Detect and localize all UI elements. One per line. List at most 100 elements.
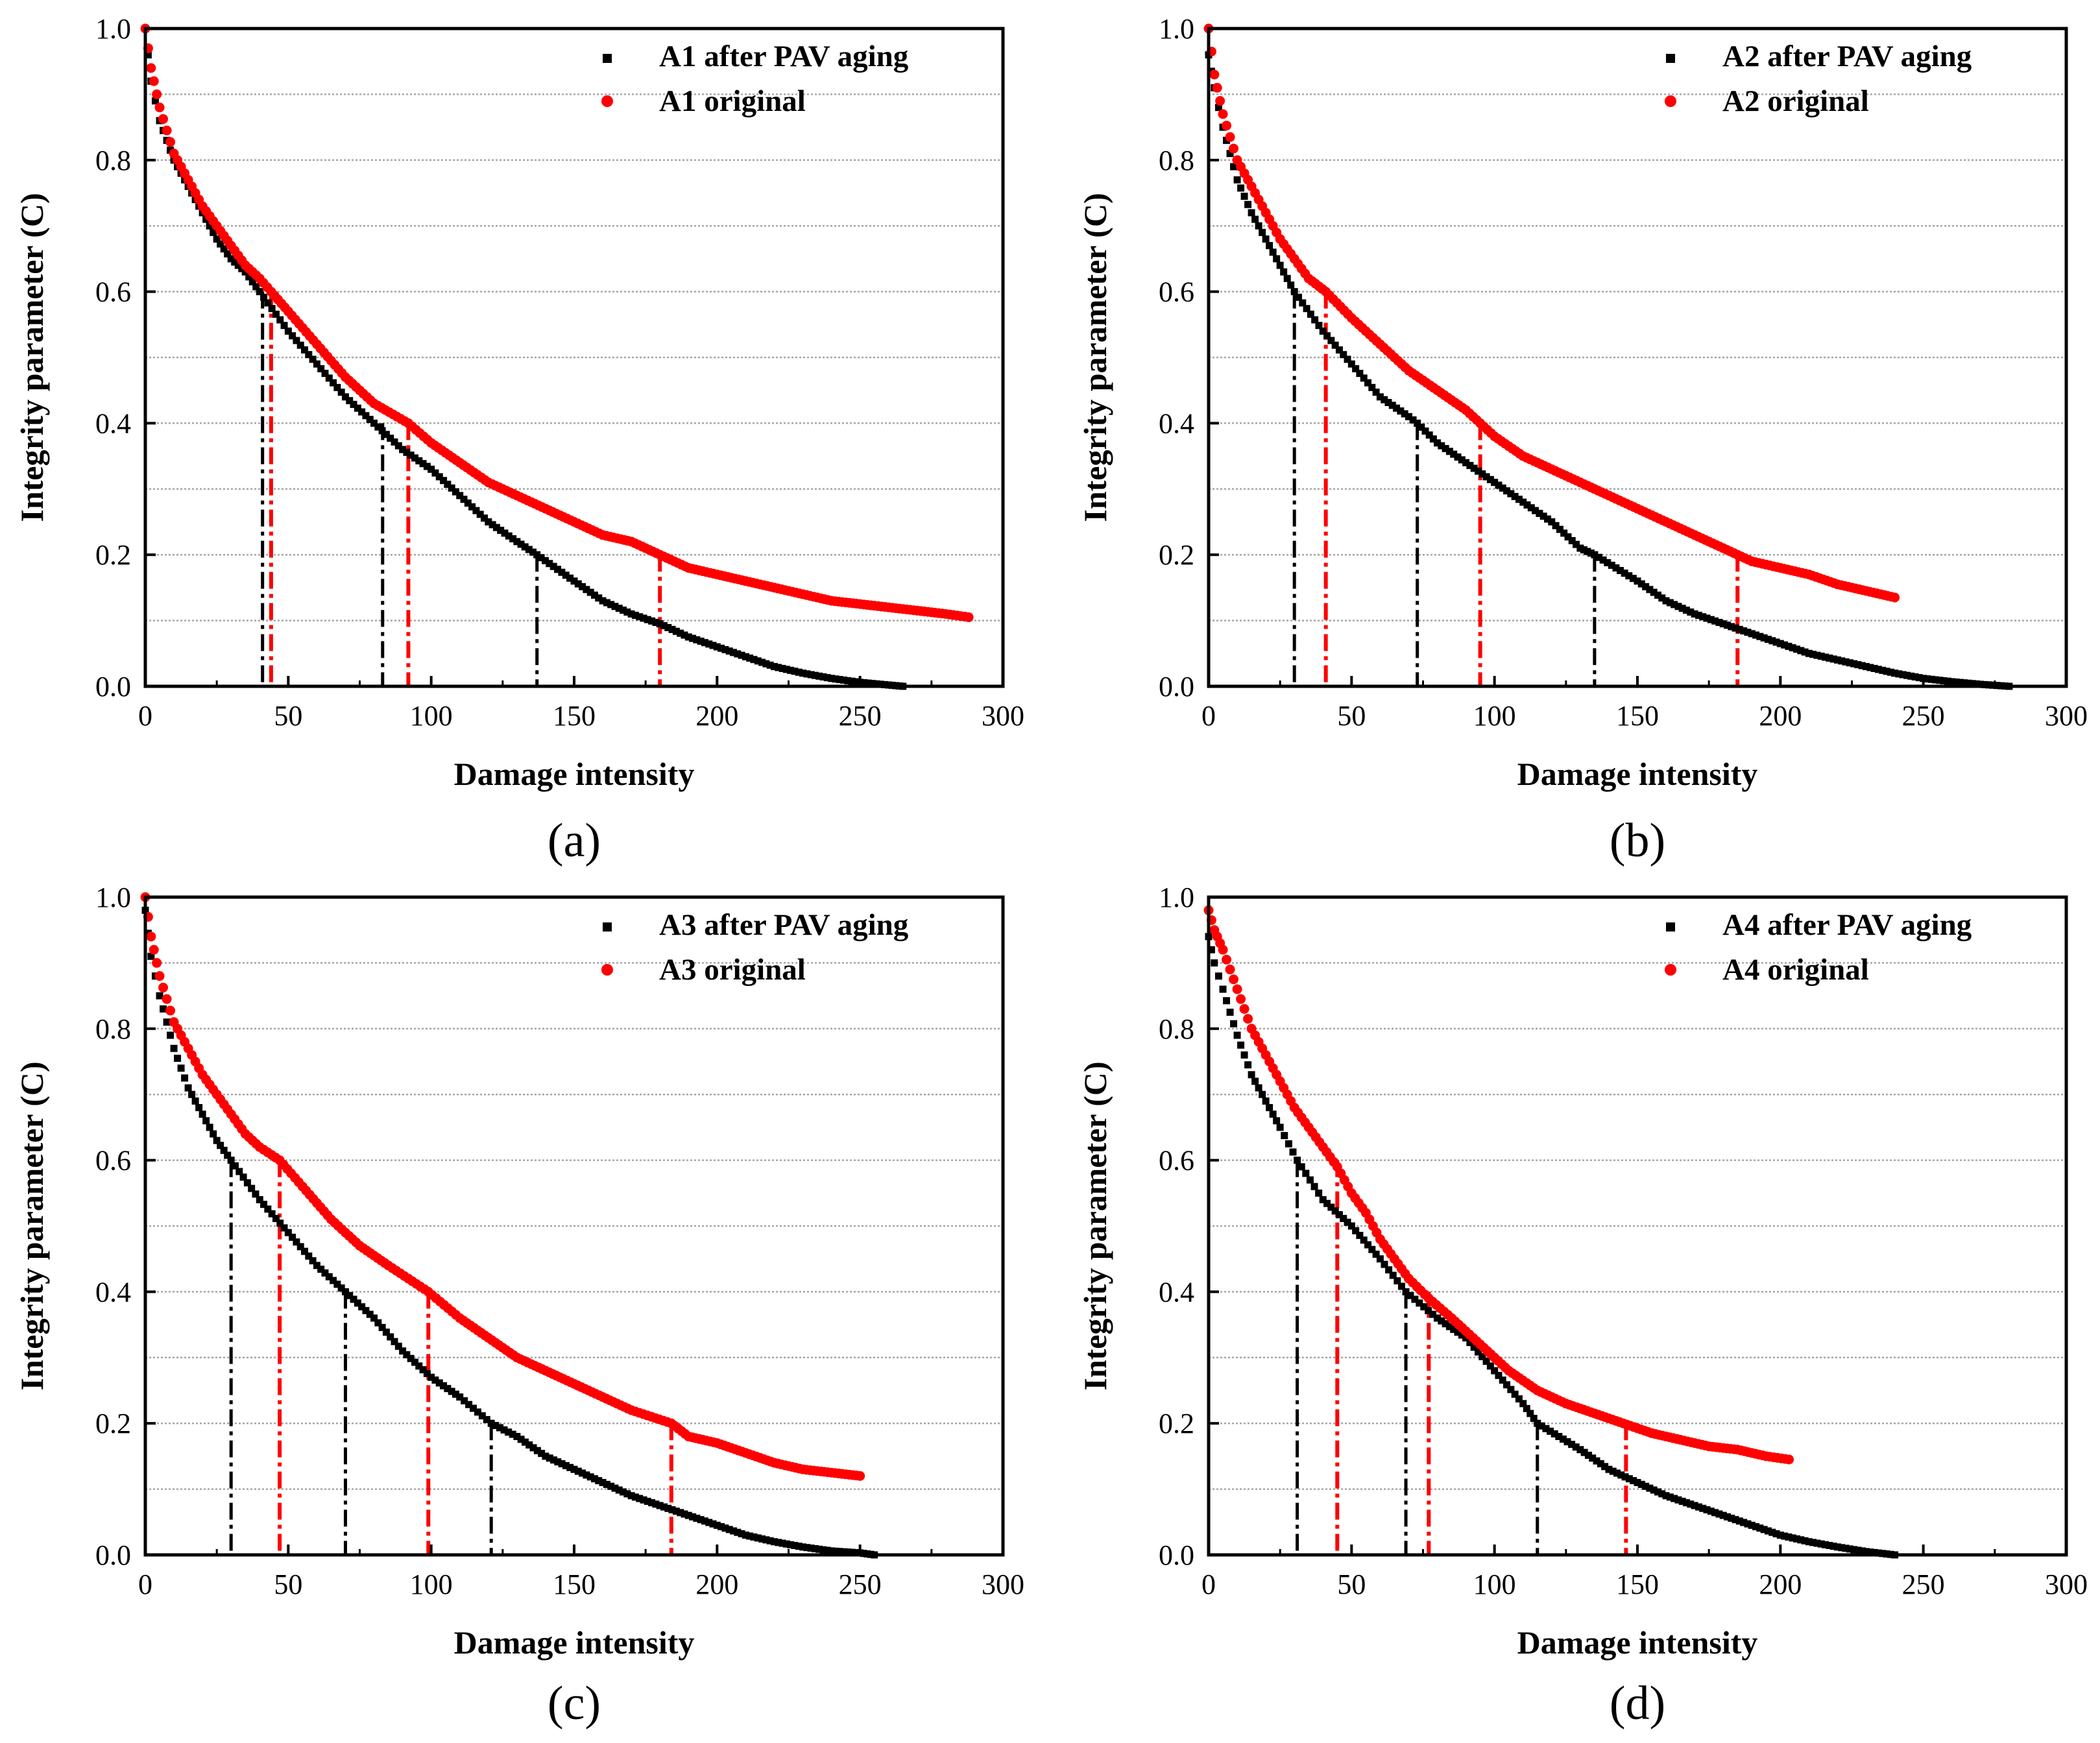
original-data-point [1212, 82, 1222, 93]
aged-data-point [276, 316, 284, 324]
aged-data-point [807, 1545, 815, 1552]
aged-data-point [1981, 680, 1988, 688]
aged-data-point [823, 1546, 831, 1554]
aged-data-point [1442, 1320, 1449, 1328]
aged-data-point [264, 299, 272, 307]
aged-data-point [1340, 351, 1347, 359]
aged-data-point [440, 477, 448, 485]
aged-data-point [1728, 1515, 1735, 1522]
aged-data-point [1866, 1548, 1874, 1556]
aged-data-point [1879, 666, 1887, 674]
aged-data-point [1259, 1090, 1266, 1098]
aged-data-point [260, 1201, 268, 1208]
y-tick-label: 0.2 [1159, 1408, 1194, 1439]
aged-data-point [1723, 621, 1731, 629]
aged-data-point [456, 1393, 464, 1401]
aged-data-point [1474, 1348, 1482, 1356]
aged-data-point [648, 617, 656, 625]
y-tick-label: 0.0 [95, 671, 131, 703]
aged-data-point [1805, 649, 1813, 657]
aged-data-point [579, 1469, 586, 1477]
aged-data-point [220, 1146, 228, 1154]
original-data-point [149, 944, 159, 955]
aged-data-point [350, 1295, 357, 1303]
legend-marker-original [601, 964, 613, 976]
aged-data-point [782, 1540, 790, 1548]
aged-data-point [1289, 1148, 1297, 1156]
aged-data-point [1781, 1532, 1789, 1540]
aged-data-point [1924, 675, 1931, 683]
aged-data-point [276, 1220, 284, 1227]
aged-data-point [1789, 1534, 1796, 1542]
aged-data-point [1813, 651, 1821, 659]
aged-data-point [795, 668, 803, 676]
aged-data-point [1695, 1503, 1702, 1511]
aged-data-point [586, 588, 594, 596]
aged-data-point [1482, 1358, 1490, 1365]
legend-label-aged: A2 after PAV aging [1722, 40, 1972, 73]
original-data-point [162, 994, 172, 1004]
aged-data-point [1756, 632, 1764, 640]
aged-data-point [1740, 627, 1748, 635]
aged-data-point [1211, 959, 1218, 967]
aged-data-point [382, 1328, 390, 1336]
aged-data-point [599, 1478, 607, 1486]
aged-data-point [1360, 1236, 1368, 1244]
aged-data-point [1870, 664, 1878, 672]
aged-data-point [1584, 1451, 1592, 1459]
aged-data-point [701, 1517, 708, 1525]
aged-data-point [677, 1509, 684, 1517]
panel-b: 0 50 100 150 200 250 300 0.0 0.2 0.4 0.6 0.8 1.0 Dama… [1077, 13, 2088, 867]
x-tick-label: 0 [1201, 700, 1216, 732]
aged-data-point [603, 1480, 610, 1488]
aged-data-point [513, 1432, 521, 1440]
aged-data-point [1214, 104, 1222, 112]
aged-data-point [1539, 512, 1547, 520]
aged-data-point [754, 657, 762, 665]
aged-data-point [325, 374, 333, 382]
original-data-point [1243, 1014, 1253, 1024]
x-tick-label: 200 [695, 700, 738, 732]
aged-data-point [1948, 678, 1956, 686]
aged-data-point [378, 1323, 386, 1331]
aged-data-point [693, 636, 701, 643]
aged-data-point [394, 1342, 402, 1350]
aged-data-point [1381, 396, 1388, 403]
aged-data-point [313, 1262, 320, 1269]
aged-data-point [1385, 1266, 1393, 1274]
aged-data-point [1572, 1443, 1580, 1451]
aged-data-point [1458, 1331, 1466, 1339]
aged-data-point [762, 660, 770, 667]
aged-data-point [177, 1064, 185, 1072]
aged-data-point [1703, 614, 1711, 622]
aged-data-point [435, 473, 443, 481]
aged-data-point [317, 365, 325, 372]
aged-data-point [1244, 200, 1252, 208]
aged-data-point [1961, 679, 1968, 687]
aged-data-point [1591, 551, 1599, 559]
aged-data-point [1613, 1469, 1621, 1477]
aged-data-point [1511, 492, 1519, 500]
aged-data-point [227, 1157, 235, 1164]
aged-data-point [231, 1162, 239, 1170]
aged-data-point [640, 1496, 647, 1504]
aged-data-point [1394, 1277, 1401, 1284]
aged-data-point [1360, 374, 1368, 382]
aged-data-point [248, 1184, 256, 1192]
aged-data-point [1895, 670, 1903, 678]
aged-data-point [1564, 533, 1572, 541]
legend-label-aged: A4 after PAV aging [1722, 908, 1972, 942]
aged-data-point [1699, 1504, 1707, 1512]
aged-data-point [570, 577, 578, 585]
aged-data-point [1752, 631, 1760, 639]
aged-data-point [235, 1168, 243, 1175]
aged-data-point [1466, 462, 1474, 470]
aged-data-point [1674, 1496, 1682, 1504]
original-data-point [154, 102, 165, 113]
y-axis-label: Integrity parameter (C) [14, 1061, 50, 1390]
y-tick-label: 1.0 [95, 882, 131, 913]
aged-data-point [481, 514, 489, 522]
aged-data-point [1687, 608, 1695, 616]
aged-data-point [317, 1266, 325, 1273]
aged-data-point [256, 1196, 263, 1203]
